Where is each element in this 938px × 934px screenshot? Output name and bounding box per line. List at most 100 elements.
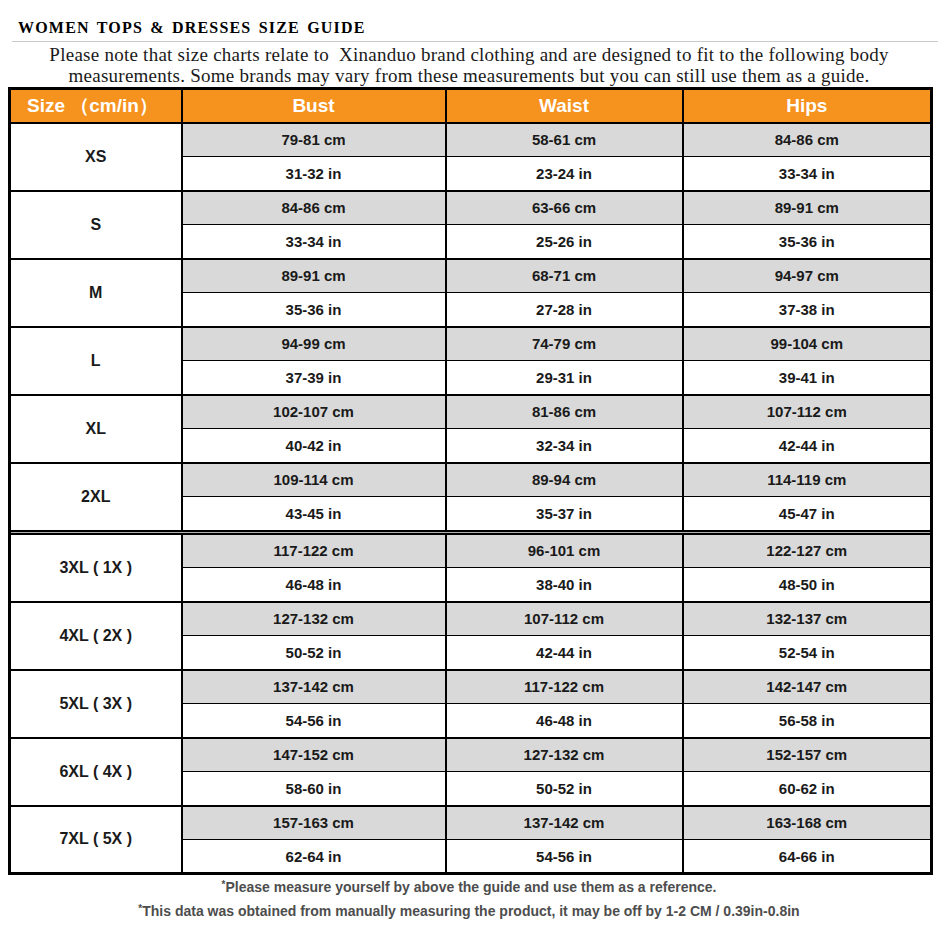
waist-cm-cell: 96-101 cm [446,534,683,568]
waist-in-cell: 29-31 in [446,361,683,395]
bust-in-cell: 50-52 in [182,636,446,670]
row-XL-cm: XL102-107 cm81-86 cm107-112 cm [10,395,932,429]
footer-note-2-text: This data was obtained from manually mea… [142,903,799,919]
bust-cm-cell: 109-114 cm [182,463,446,497]
hips-in-cell: 42-44 in [683,429,932,463]
row-4XL ( 2X )-cm: 4XL ( 2X )127-132 cm107-112 cm132-137 cm [10,602,932,636]
bust-cm-cell: 94-99 cm [182,327,446,361]
row-5XL ( 3X )-cm: 5XL ( 3X )137-142 cm117-122 cm142-147 cm [10,670,932,704]
waist-in-cell: 35-37 in [446,497,683,531]
waist-in-cell: 42-44 in [446,636,683,670]
bust-in-cell: 35-36 in [182,293,446,327]
footer-note-1-text: Please measure yourself by above the gui… [225,879,716,895]
header-hips: Hips [683,89,932,123]
waist-in-cell: 32-34 in [446,429,683,463]
row-3XL ( 1X )-cm: 3XL ( 1X )117-122 cm96-101 cm122-127 cm [10,534,932,568]
hips-cm-cell: 114-119 cm [683,463,932,497]
row-6XL ( 4X )-cm: 6XL ( 4X )147-152 cm127-132 cm152-157 cm [10,738,932,772]
hips-cm-cell: 89-91 cm [683,191,932,225]
bust-in-cell: 33-34 in [182,225,446,259]
waist-cm-cell: 107-112 cm [446,602,683,636]
hips-cm-cell: 94-97 cm [683,259,932,293]
waist-cm-cell: 89-94 cm [446,463,683,497]
bust-in-cell: 31-32 in [182,157,446,191]
bust-in-cell: 46-48 in [182,568,446,602]
header-row: Size （cm/in） Bust Waist Hips [10,89,932,123]
hips-cm-cell: 122-127 cm [683,534,932,568]
footer-note-1: *Please measure yourself by above the gu… [0,876,938,900]
hips-cm-cell: 84-86 cm [683,123,932,157]
hips-cm-cell: 99-104 cm [683,327,932,361]
waist-in-cell: 23-24 in [446,157,683,191]
hips-in-cell: 64-66 in [683,840,932,874]
hips-in-cell: 45-47 in [683,497,932,531]
bust-in-cell: 40-42 in [182,429,446,463]
size-label: 4XL ( 2X ) [10,602,182,670]
hips-in-cell: 39-41 in [683,361,932,395]
row-M-cm: M89-91 cm68-71 cm94-97 cm [10,259,932,293]
waist-cm-cell: 137-142 cm [446,806,683,840]
header-size: Size （cm/in） [10,89,182,123]
row-S-cm: S84-86 cm63-66 cm89-91 cm [10,191,932,225]
size-label: 2XL [10,463,182,531]
waist-in-cell: 25-26 in [446,225,683,259]
hips-in-cell: 60-62 in [683,772,932,806]
size-label: XL [10,395,182,463]
bust-in-cell: 62-64 in [182,840,446,874]
row-L-cm: L94-99 cm74-79 cm99-104 cm [10,327,932,361]
waist-in-cell: 27-28 in [446,293,683,327]
size-guide-table: Size （cm/in） Bust Waist Hips XS79-81 cm5… [8,87,933,875]
bust-cm-cell: 79-81 cm [182,123,446,157]
row-XS-cm: XS79-81 cm58-61 cm84-86 cm [10,123,932,157]
asterisk: * [138,903,142,914]
size-label: L [10,327,182,395]
waist-in-cell: 54-56 in [446,840,683,874]
row-2XL-cm: 2XL109-114 cm89-94 cm114-119 cm [10,463,932,497]
hips-cm-cell: 132-137 cm [683,602,932,636]
size-label: 7XL ( 5X ) [10,806,182,874]
waist-cm-cell: 68-71 cm [446,259,683,293]
size-label: 3XL ( 1X ) [10,534,182,602]
bust-cm-cell: 84-86 cm [182,191,446,225]
size-label: 5XL ( 3X ) [10,670,182,738]
footer-note-2: *This data was obtained from manually me… [0,900,938,924]
hips-in-cell: 35-36 in [683,225,932,259]
size-label: M [10,259,182,327]
bust-cm-cell: 117-122 cm [182,534,446,568]
waist-cm-cell: 117-122 cm [446,670,683,704]
header-waist: Waist [446,89,683,123]
bust-cm-cell: 147-152 cm [182,738,446,772]
waist-cm-cell: 74-79 cm [446,327,683,361]
waist-cm-cell: 58-61 cm [446,123,683,157]
bust-in-cell: 37-39 in [182,361,446,395]
hips-in-cell: 48-50 in [683,568,932,602]
bust-cm-cell: 127-132 cm [182,602,446,636]
bust-in-cell: 58-60 in [182,772,446,806]
waist-in-cell: 50-52 in [446,772,683,806]
note-line-1: Please note that size charts relate to X… [0,44,938,65]
bust-in-cell: 54-56 in [182,704,446,738]
header-bust: Bust [182,89,446,123]
bust-cm-cell: 89-91 cm [182,259,446,293]
hips-in-cell: 37-38 in [683,293,932,327]
bust-cm-cell: 102-107 cm [182,395,446,429]
hips-in-cell: 33-34 in [683,157,932,191]
note-line-2: measurements. Some brands may vary from … [0,65,938,86]
bust-cm-cell: 157-163 cm [182,806,446,840]
hips-cm-cell: 107-112 cm [683,395,932,429]
bust-cm-cell: 137-142 cm [182,670,446,704]
waist-cm-cell: 81-86 cm [446,395,683,429]
hips-in-cell: 56-58 in [683,704,932,738]
size-label: S [10,191,182,259]
hips-cm-cell: 163-168 cm [683,806,932,840]
hips-cm-cell: 152-157 cm [683,738,932,772]
size-label: XS [10,123,182,191]
waist-in-cell: 46-48 in [446,704,683,738]
size-label: 6XL ( 4X ) [10,738,182,806]
hips-in-cell: 52-54 in [683,636,932,670]
row-7XL ( 5X )-cm: 7XL ( 5X )157-163 cm137-142 cm163-168 cm [10,806,932,840]
waist-cm-cell: 63-66 cm [446,191,683,225]
bust-in-cell: 43-45 in [182,497,446,531]
page-title: WOMEN TOPS & DRESSES SIZE GUIDE [0,0,938,37]
waist-in-cell: 38-40 in [446,568,683,602]
